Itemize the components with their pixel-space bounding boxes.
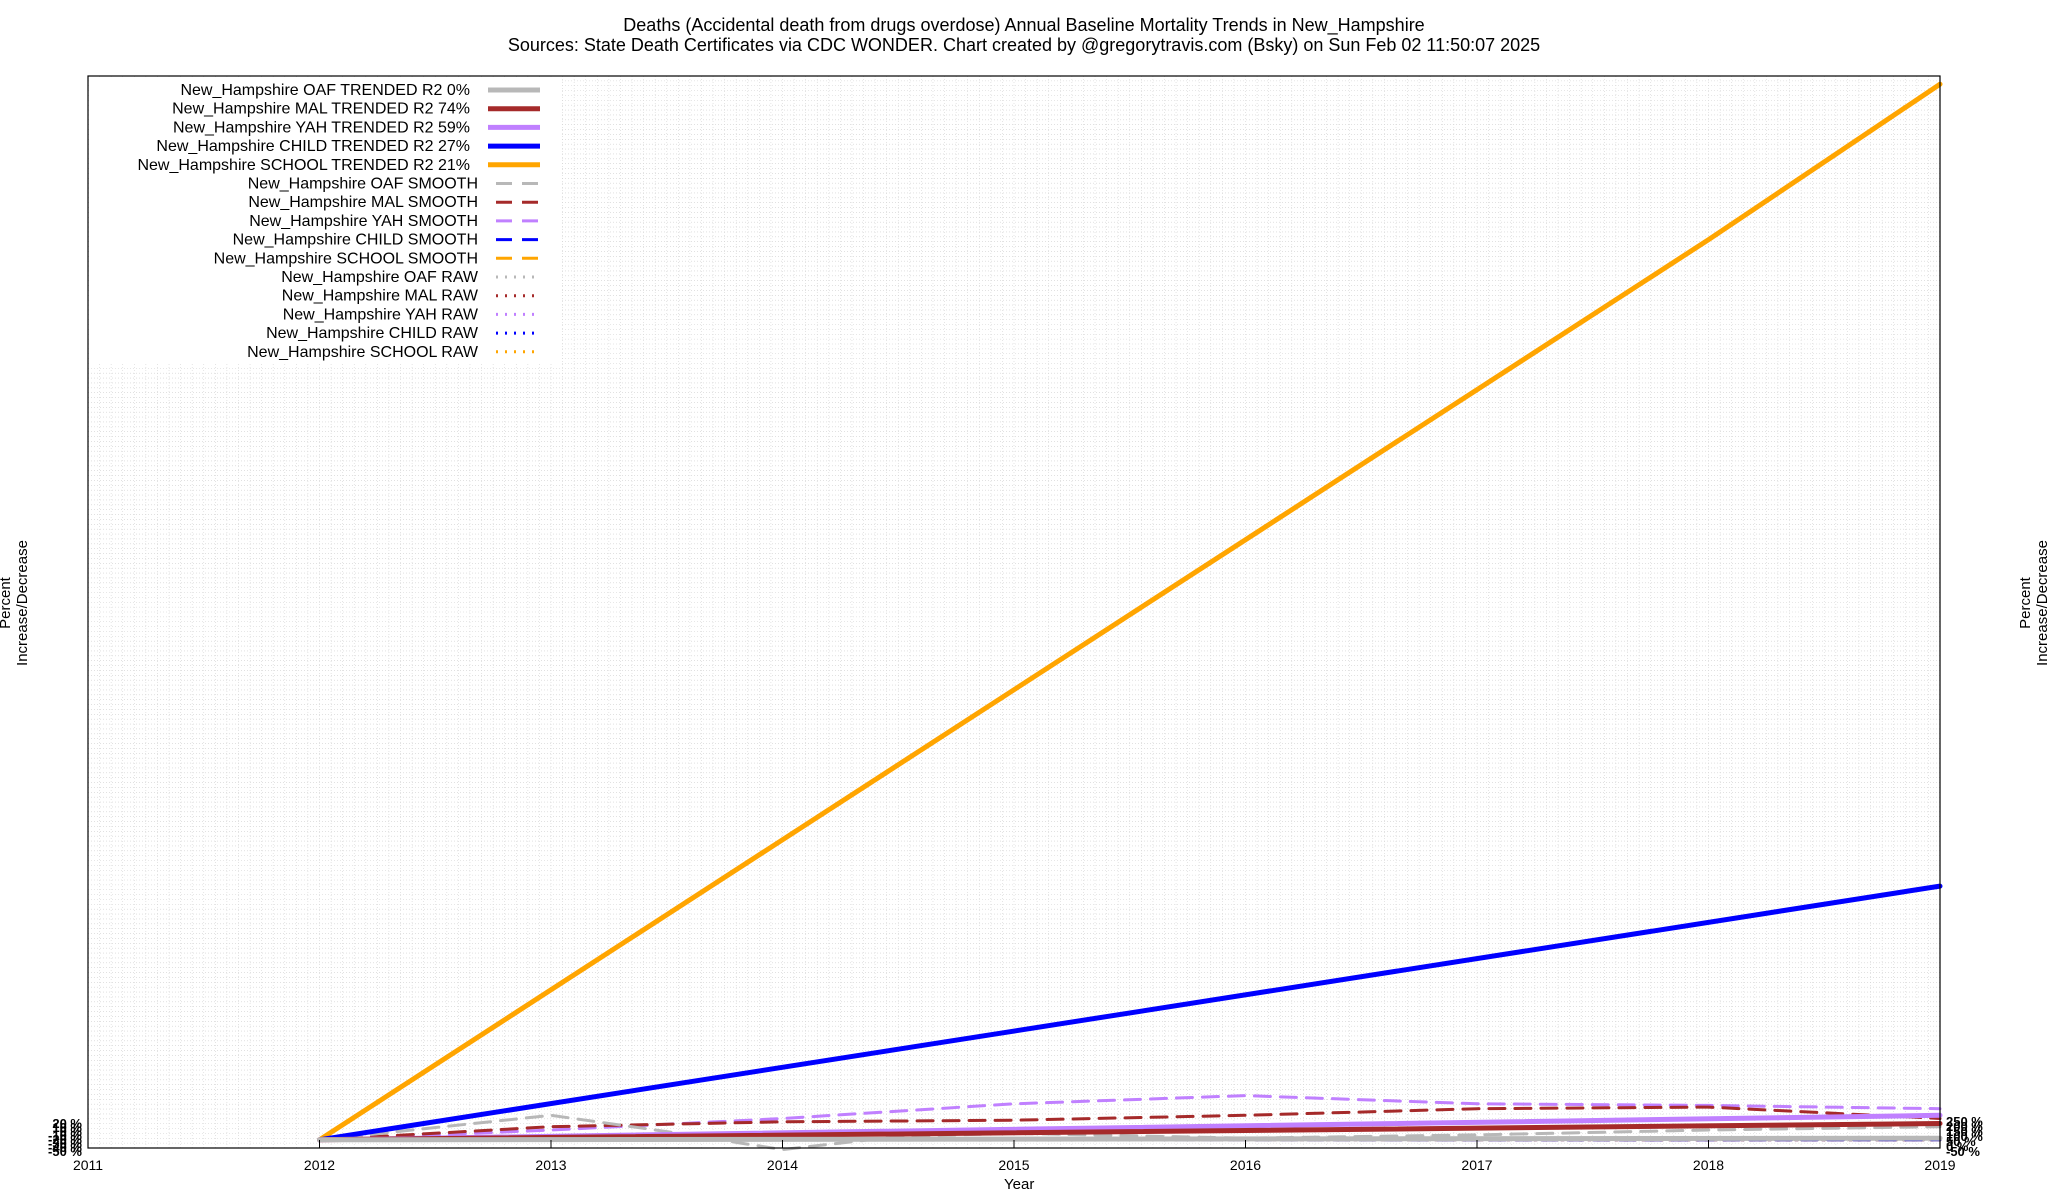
legend-label: New_Hampshire OAF TRENDED R2 0% <box>180 82 470 99</box>
y-tick-label-right: 0 % <box>1946 1139 1969 1154</box>
series-line <box>318 1105 1942 1142</box>
y-tick-label-right: 250 % <box>1946 1114 1983 1129</box>
y-tick-label-left: 0 % <box>60 1124 83 1139</box>
series-line <box>317 1135 1943 1143</box>
y-tick-label-right: -50 % <box>1946 1144 1980 1159</box>
y-tick-label-left: -20 % <box>48 1132 82 1147</box>
x-tick-label: 2014 <box>767 1157 798 1173</box>
legend-label: New_Hampshire YAH RAW <box>283 306 479 323</box>
x-tick-label: 2016 <box>1230 1157 1261 1173</box>
y-tick-label-right: 150 % <box>1946 1124 1983 1139</box>
x-tick-label: 2015 <box>998 1157 1029 1173</box>
legend-label: New_Hampshire MAL SMOOTH <box>248 194 478 211</box>
chart-subtitle: Sources: State Death Certificates via CD… <box>507 35 1541 55</box>
legend-label: New_Hampshire MAL RAW <box>282 288 479 305</box>
y-tick-label-left: -50 % <box>48 1144 82 1159</box>
x-tick-label: 2013 <box>535 1157 566 1173</box>
y-axis-label-right: Percent Increase/Decrease <box>2017 540 2048 666</box>
x-tick-label: 2012 <box>304 1157 335 1173</box>
legend-label: New_Hampshire SCHOOL RAW <box>247 344 479 361</box>
y-tick-label-right: 100 % <box>1946 1129 1983 1144</box>
y-tick-label-left: 20 % <box>52 1116 82 1131</box>
legend-label: New_Hampshire YAH SMOOTH <box>249 213 478 230</box>
legend-label: New_Hampshire SCHOOL TRENDED R2 21% <box>137 157 470 174</box>
x-axis-label: Year <box>1004 1176 1035 1193</box>
y-tick-label-left: -10 % <box>48 1128 82 1143</box>
legend-background <box>90 78 560 364</box>
series-line <box>318 1094 1942 1142</box>
chart-title: Deaths (Accidental death from drugs over… <box>623 15 1425 35</box>
y-tick-label-left: 10 % <box>52 1120 82 1135</box>
x-tick-label: 2017 <box>1461 1157 1492 1173</box>
legend: New_Hampshire OAF TRENDED R2 0% New_Hamps… <box>90 78 560 364</box>
y-tick-label-left: -30 % <box>48 1136 82 1151</box>
legend-label: New_Hampshire SCHOOL SMOOTH <box>214 250 478 267</box>
x-tick-label: 2019 <box>1924 1157 1955 1173</box>
legend-label: New_Hampshire CHILD SMOOTH <box>233 232 478 249</box>
y-tick-label-left: -40 % <box>48 1140 82 1155</box>
axes: 2011 2012 2013 2014 2015 2016 2017 2018 2019-50 … <box>48 75 1983 1173</box>
legend-label: New_Hampshire OAF SMOOTH <box>248 176 478 193</box>
legend-label: New_Hampshire MAL TRENDED R2 74% <box>172 101 470 118</box>
legend-label: New_Hampshire YAH TRENDED R2 59% <box>173 119 470 136</box>
y-tick-label-right: 200 % <box>1946 1119 1983 1134</box>
y-axis-label-left: Percent Increase/Decrease <box>0 540 31 666</box>
series-line <box>317 81 1943 1143</box>
legend-label: New_Hampshire OAF RAW <box>281 269 479 286</box>
x-tick-label: 2018 <box>1693 1157 1724 1173</box>
legend-label: New_Hampshire CHILD TRENDED R2 27% <box>156 138 470 155</box>
series-lines <box>317 81 1943 1152</box>
x-tick-label: 2011 <box>73 1157 103 1173</box>
series-line <box>317 883 1943 1143</box>
legend-label: New_Hampshire CHILD RAW <box>266 325 479 342</box>
y-tick-label-right: 50 % <box>1946 1134 1976 1149</box>
